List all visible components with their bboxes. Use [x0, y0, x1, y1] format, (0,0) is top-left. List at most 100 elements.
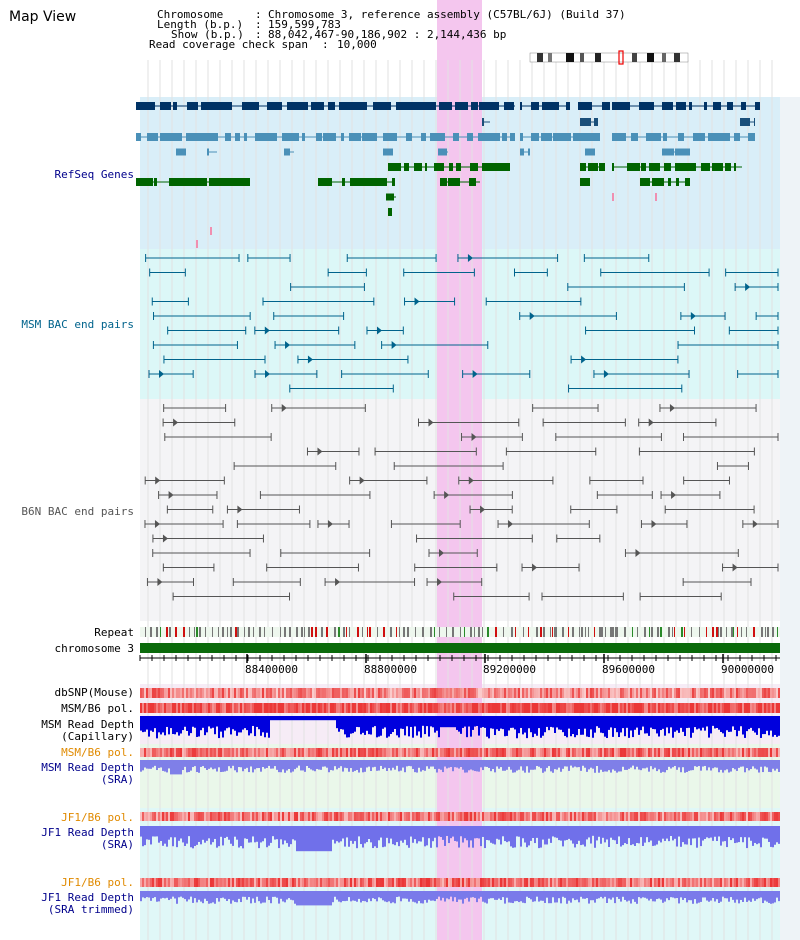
msm-depth-sra-bar: [404, 760, 406, 773]
track-label-msm-b6-pol2[interactable]: MSM/B6 pol.: [61, 746, 134, 759]
msm-depth-cap-bar: [314, 716, 316, 721]
msm-pol-cell: [450, 703, 452, 713]
repeat-element: [399, 627, 400, 637]
jf1-pol2-cell: [424, 878, 426, 887]
jf1-trim-bar: [402, 891, 404, 899]
msm-depth-cap-bar: [688, 716, 690, 728]
jf1-trim-bar: [774, 891, 776, 903]
msm-depth-cap-bar: [544, 716, 546, 733]
repeat-element: [706, 627, 707, 637]
msm-pol-cell: [538, 703, 540, 713]
repeat-element: [321, 627, 323, 637]
dbsnp-cell: [666, 688, 668, 698]
dbsnp-cell: [456, 688, 458, 698]
jf1-trim-bar: [254, 891, 256, 903]
jf1-pol-cell: [386, 812, 388, 821]
msm-depth-sra-bar: [622, 760, 624, 767]
jf1-trim-bar: [332, 891, 334, 903]
jf1-trim-bar: [448, 891, 450, 900]
msm-depth-sra-bar: [668, 760, 670, 767]
msm-depth-sra-bar: [182, 760, 184, 771]
jf1-depth-bar: [688, 826, 690, 839]
jf1-depth-bar: [144, 826, 146, 846]
jf1-pol-cell: [612, 812, 614, 821]
dbsnp-cell: [714, 688, 716, 698]
jf1-trim-bar: [364, 891, 366, 902]
msm-pol-cell: [630, 703, 632, 713]
msm-pol2-cell: [274, 748, 276, 757]
track-label-dbsnp[interactable]: dbSNP(Mouse): [54, 686, 134, 699]
axis-tick-label: 89200000: [483, 663, 536, 676]
jf1-trim-bar: [178, 891, 180, 898]
track-label-msm-b6-pol[interactable]: MSM/B6 pol.: [61, 702, 134, 715]
msm-depth-sra-bar: [708, 760, 710, 768]
msm-depth-cap-bar: [408, 716, 410, 737]
jf1-depth-bar: [502, 826, 504, 837]
msm-pol-cell: [206, 703, 208, 713]
jf1-trim-bar: [592, 891, 594, 901]
track-label-refseq[interactable]: RefSeq Genes: [54, 168, 134, 181]
msm-depth-cap-bar: [158, 716, 160, 733]
track-label-repeat[interactable]: Repeat: [94, 626, 134, 639]
jf1-pol-cell: [532, 812, 534, 821]
msm-pol2-cell: [628, 748, 630, 757]
msm-depth-sra-bar: [272, 760, 274, 769]
jf1-depth-bar: [508, 826, 510, 842]
gene-exon: [302, 133, 305, 141]
jf1-depth-bar: [568, 826, 570, 839]
track-label-jf1-depth[interactable]: JF1 Read Depth: [41, 826, 134, 839]
gene-exon: [585, 148, 595, 156]
dbsnp-cell: [536, 688, 538, 698]
jf1-trim-bar: [538, 891, 540, 902]
dbsnp-cell: [140, 688, 142, 698]
track-label-jf1-b6-pol[interactable]: JF1/B6 pol.: [61, 811, 134, 824]
jf1-trim-bar: [312, 891, 314, 906]
msm-pol2-cell: [590, 748, 592, 757]
msm-pol-cell: [680, 703, 682, 713]
track-label-msm-depth-cap[interactable]: MSM Read Depth: [41, 718, 134, 731]
repeat-element: [253, 627, 254, 637]
msm-depth-cap-bar: [560, 716, 562, 730]
jf1-trim-bar: [430, 891, 432, 901]
dbsnp-cell: [758, 688, 760, 698]
dbsnp-cell: [726, 688, 728, 698]
track-label-b6n-bac[interactable]: B6N BAC end pairs: [21, 505, 134, 518]
msm-pol2-cell: [482, 748, 484, 757]
jf1-depth-bar: [418, 826, 420, 842]
msm-pol-cell: [628, 703, 630, 713]
jf1-trim-bar: [478, 891, 480, 899]
jf1-pol2-cell: [752, 878, 754, 887]
track-label-jf1-b6-pol2[interactable]: JF1/B6 pol.: [61, 876, 134, 889]
msm-pol2-cell: [310, 748, 312, 757]
track-label-jf1-trim[interactable]: JF1 Read Depth: [41, 891, 134, 904]
msm-pol2-cell: [322, 748, 324, 757]
msm-pol2-cell: [598, 748, 600, 757]
jf1-trim-bar: [536, 891, 538, 897]
jf1-pol2-cell: [192, 878, 194, 887]
jf1-depth-bar: [696, 826, 698, 848]
dbsnp-cell: [556, 688, 558, 698]
msm-depth-cap-bar: [440, 716, 442, 728]
dbsnp-cell: [220, 688, 222, 698]
length-value: 159,599,783: [268, 18, 341, 31]
msm-depth-cap-bar: [226, 716, 228, 729]
msm-pol-cell: [204, 703, 206, 713]
jf1-pol2-cell: [416, 878, 418, 887]
gene-exon: [267, 102, 279, 110]
dbsnp-cell: [330, 688, 332, 698]
msm-bac-pair-arrow: [307, 355, 313, 364]
dbsnp-cell: [460, 688, 462, 698]
msm-pol2-cell: [386, 748, 388, 757]
jf1-trim-bar: [704, 891, 706, 898]
repeat-element: [599, 627, 601, 637]
msm-pol-cell: [250, 703, 252, 713]
jf1-pol2-cell: [522, 878, 524, 887]
track-label-msm-depth-sra[interactable]: MSM Read Depth: [41, 761, 134, 774]
jf1-pol-cell: [762, 812, 764, 821]
gene-exon: [462, 102, 468, 110]
msm-depth-cap-bar: [300, 716, 302, 721]
track-label-msm-bac[interactable]: MSM BAC end pairs: [21, 318, 134, 331]
dbsnp-cell: [410, 688, 412, 698]
msm-depth-sra-bar: [254, 760, 256, 770]
